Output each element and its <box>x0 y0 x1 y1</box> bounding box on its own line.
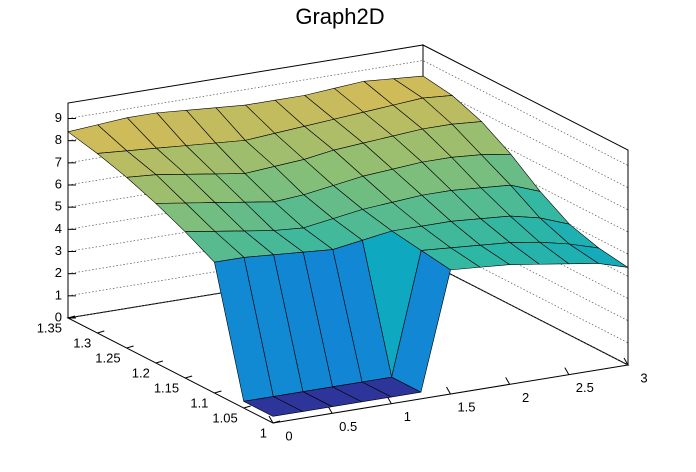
x-tick <box>564 367 570 375</box>
x-tick-label: 1 <box>404 409 411 424</box>
x-tick-label: 2.5 <box>576 380 594 395</box>
chart-title: Graph2D <box>295 4 384 29</box>
y-tick-label: 1 <box>260 425 267 440</box>
y-tick-label: 1.1 <box>190 395 208 410</box>
x-tick <box>505 377 511 385</box>
y-tick-label: 1.35 <box>37 320 62 335</box>
z-tick-label: 3 <box>55 243 62 258</box>
x-tick-label: 0.5 <box>339 419 357 434</box>
grid-line <box>67 259 629 366</box>
z-tick-label: 8 <box>55 132 62 147</box>
y-tick-label: 1.15 <box>154 380 179 395</box>
y-tick-label: 1.05 <box>212 410 237 425</box>
z-tick-label: 0 <box>55 309 62 324</box>
grid-line <box>67 237 629 344</box>
grid-line <box>67 60 629 166</box>
x-tick <box>268 415 274 424</box>
x-tick-label: 1.5 <box>457 399 475 414</box>
x-tick-label: 3 <box>640 370 647 385</box>
z-tick-label: 6 <box>55 176 62 191</box>
grid-line <box>67 215 629 321</box>
y-tick <box>126 345 134 349</box>
y-tick-label: 1.2 <box>132 365 150 380</box>
y-tick <box>155 360 163 364</box>
z-tick-label: 2 <box>55 265 62 280</box>
y-tick-label: 1.3 <box>73 335 91 350</box>
x-tick <box>623 357 629 366</box>
z-tick-label: 1 <box>55 287 62 302</box>
y-tick <box>185 375 193 379</box>
z-tick-label: 7 <box>55 154 62 169</box>
y-tick <box>97 330 105 334</box>
y-tick <box>67 315 76 319</box>
y-tick <box>214 390 222 394</box>
z-tick-label: 4 <box>55 221 62 236</box>
x-tick-label: 0 <box>285 428 292 443</box>
z-tick-label: 9 <box>55 110 62 125</box>
x-tick <box>446 386 451 395</box>
x-tick-label: 2 <box>522 390 529 405</box>
z-tick-label: 5 <box>55 199 62 214</box>
y-tick <box>243 405 251 409</box>
y-tick <box>272 420 281 424</box>
y-tick-label: 1.25 <box>95 350 120 365</box>
surface-cell <box>243 396 303 417</box>
